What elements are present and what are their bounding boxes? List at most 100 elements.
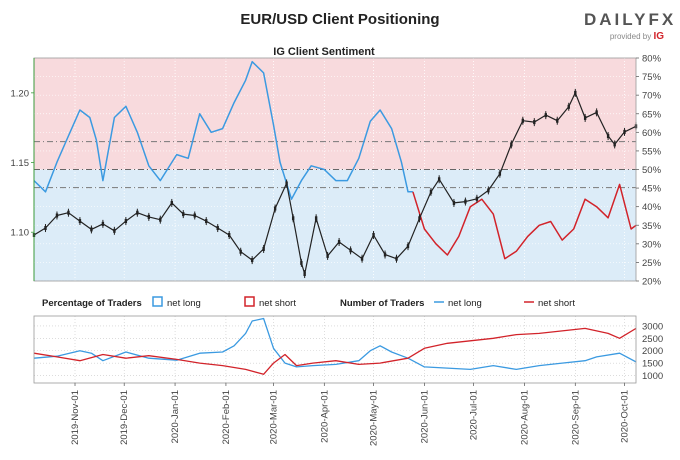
left-tick-label: 1.15 (11, 158, 30, 169)
date-axis-ticks: 2019-Nov-01 2019-Dec-01 2020-Jan-01 2020-Fe… (70, 383, 631, 446)
price-candle-body (90, 227, 93, 232)
price-candle-body (510, 142, 513, 147)
series-line-net-short (412, 183, 637, 260)
series-line-price (33, 92, 637, 275)
right-tick-label: 65% (642, 109, 662, 120)
right-tick-label: 60% (642, 128, 662, 139)
left-axis-ticks: 1.10 1.15 1.20 (11, 88, 34, 239)
legend-count-long-label: net long (448, 298, 482, 309)
price-candle-body (273, 206, 277, 211)
price-candle-body (583, 115, 587, 120)
top-series (32, 60, 638, 279)
legend-row: Percentage of Traders net long net short… (42, 296, 575, 309)
price-candle-body (452, 200, 456, 205)
price-candle-body (314, 216, 318, 221)
price-candle-body (595, 110, 598, 115)
x-tick-label: 2020-Oct-01 (620, 390, 631, 443)
x-tick-label: 2020-Jul-01 (469, 390, 480, 440)
right-tick-label: 55% (642, 146, 662, 157)
price-candle-body (395, 256, 398, 261)
right-tick-label: 25% (642, 258, 662, 269)
price-candle-body (250, 258, 254, 263)
x-tick-label: 2020-Jun-01 (419, 390, 430, 443)
price-candle-body (170, 200, 173, 205)
price-candle-body (383, 252, 387, 257)
x-tick-label: 2020-Sep-01 (570, 390, 581, 445)
price-candle-body (487, 188, 490, 193)
right-tick-label: 70% (642, 91, 662, 102)
price-candle-body (437, 177, 441, 182)
bottom-frame (33, 315, 637, 384)
price-candle-body (418, 216, 421, 221)
x-tick-label: 2020-Mar-01 (268, 390, 279, 444)
price-candle-body (464, 199, 467, 204)
legend-net-short-label: net short (259, 298, 296, 309)
chart-title: EUR/USD Client Positioning (240, 11, 440, 28)
price-candle-body (498, 171, 502, 176)
price-candle-body (300, 260, 303, 265)
price-candle-body (623, 129, 626, 134)
right-tick-label: 80% (642, 54, 662, 65)
price-candle-body (136, 210, 139, 215)
price-candle-body (147, 214, 151, 219)
price-candle-body (337, 239, 341, 244)
count-line-net-short (33, 327, 637, 375)
count-tick-label: 3000 (642, 321, 663, 332)
count-tick-label: 1500 (642, 359, 663, 370)
right-tick-label: 50% (642, 165, 662, 176)
right-tick-label: 30% (642, 239, 662, 250)
price-candle-body (262, 246, 265, 251)
price-candle-body (55, 213, 59, 218)
price-candle-body (44, 226, 47, 231)
right-tick-label: 35% (642, 221, 662, 232)
price-candle-body (159, 217, 162, 222)
x-tick-label: 2020-May-01 (369, 390, 380, 446)
right-axis-ticks: 20% 25% 30% 35% 40% 45% 50% 55% 60% 65% 70% 75% 80% (636, 54, 662, 288)
bottom-grid (34, 316, 636, 383)
brand-provided-by: provided by IG (584, 31, 664, 42)
price-candle-body (227, 233, 231, 238)
price-candle-body (193, 213, 196, 218)
x-tick-label: 2020-Apr-01 (319, 390, 330, 443)
series-line-net-long (33, 60, 413, 200)
legend-count-short-label: net short (538, 298, 575, 309)
bottom-series (33, 317, 637, 375)
price-candle-body (182, 212, 185, 217)
price-candle-body (613, 142, 616, 147)
count-tick-label: 2500 (642, 334, 663, 345)
price-candle-body (556, 118, 559, 123)
price-candle-body (239, 249, 242, 254)
brand-logo: DAILYFX provided by IG (584, 10, 673, 42)
sentiment-panel: 1.10 1.15 1.20 20% 25% 30% 35% 40% 45% 50% 55% 60%… (11, 46, 662, 288)
legend-net-long-swatch (152, 296, 163, 307)
price-candle-body (124, 219, 128, 224)
number-legend-title: Number of Traders (340, 298, 424, 309)
brand-name-a: DAILY (584, 10, 649, 29)
brand-name: DAILYFX (584, 10, 673, 30)
price-candle-body (67, 210, 70, 215)
price-candle-body (101, 221, 105, 226)
price-candle-body (521, 118, 525, 123)
price-candle-body (533, 120, 536, 125)
price-candle-body (326, 253, 329, 258)
left-tick-label: 1.10 (11, 228, 30, 239)
count-tick-label: 1000 (642, 371, 663, 382)
price-candle-body (406, 244, 410, 249)
x-tick-label: 2020-Aug-01 (519, 390, 530, 445)
price-candle-body (291, 216, 295, 221)
legend-net-short-swatch (244, 296, 255, 307)
left-tick-label: 1.20 (11, 88, 30, 99)
right-tick-label: 40% (642, 202, 662, 213)
price-candle-body (285, 181, 288, 186)
provider-name: IG (653, 31, 664, 42)
count-tick-label: 2000 (642, 346, 663, 357)
price-candle-body (349, 248, 352, 253)
x-tick-label: 2019-Dec-01 (119, 390, 130, 445)
percentage-legend-title: Percentage of Traders (42, 298, 142, 309)
provided-by-text: provided by (609, 32, 652, 41)
price-candle-body (544, 113, 547, 118)
reference-lines (34, 141, 636, 189)
right-tick-label: 75% (642, 72, 662, 83)
